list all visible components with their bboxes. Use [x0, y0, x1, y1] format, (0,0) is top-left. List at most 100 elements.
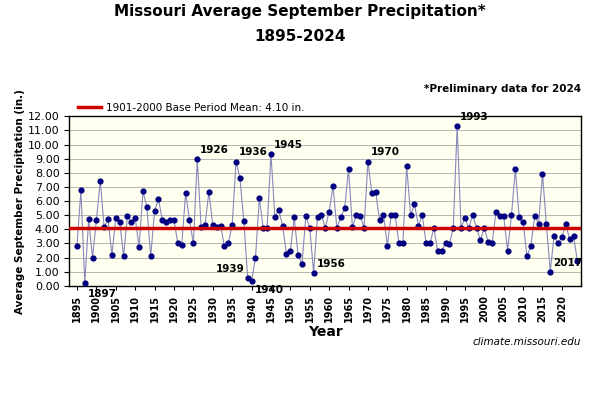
- Point: [340, 205, 349, 212]
- Point: [262, 225, 272, 231]
- Point: [406, 212, 415, 219]
- Point: [100, 224, 109, 231]
- Text: 1993: 1993: [460, 112, 488, 122]
- Point: [413, 222, 423, 229]
- Point: [254, 195, 264, 202]
- Point: [274, 207, 284, 214]
- Point: [472, 225, 481, 231]
- Point: [441, 240, 451, 247]
- Point: [227, 222, 237, 228]
- Point: [181, 189, 190, 196]
- Point: [84, 216, 94, 223]
- Point: [320, 225, 330, 231]
- Point: [394, 240, 404, 247]
- Point: [367, 189, 377, 196]
- Point: [177, 242, 187, 248]
- Point: [158, 217, 167, 223]
- Point: [518, 219, 528, 226]
- Text: 1940: 1940: [254, 285, 283, 295]
- Point: [154, 195, 163, 202]
- Point: [80, 280, 89, 286]
- Point: [530, 212, 539, 219]
- Point: [522, 253, 532, 259]
- Point: [193, 156, 202, 163]
- Point: [503, 247, 512, 254]
- Point: [487, 240, 497, 247]
- Point: [464, 225, 473, 231]
- Point: [425, 240, 435, 247]
- Point: [281, 251, 291, 257]
- Point: [379, 211, 388, 218]
- Point: [200, 222, 210, 228]
- Text: 1936: 1936: [239, 147, 268, 157]
- Point: [88, 254, 97, 261]
- Point: [448, 225, 458, 231]
- Point: [545, 269, 555, 275]
- Point: [130, 215, 140, 221]
- Point: [352, 212, 361, 219]
- Point: [359, 225, 369, 231]
- Point: [286, 247, 295, 254]
- Point: [355, 212, 365, 219]
- Point: [452, 123, 462, 129]
- Point: [313, 214, 322, 221]
- Point: [231, 158, 241, 165]
- Text: 2017: 2017: [553, 258, 582, 268]
- Point: [479, 225, 489, 231]
- Point: [332, 225, 342, 231]
- Point: [347, 224, 357, 231]
- Y-axis label: Average September Precipitation (in.): Average September Precipitation (in.): [15, 89, 25, 313]
- Point: [386, 212, 396, 219]
- Point: [429, 225, 439, 231]
- Point: [150, 208, 160, 214]
- Point: [557, 234, 566, 240]
- Point: [278, 222, 287, 229]
- Text: 1970: 1970: [371, 147, 400, 157]
- Point: [336, 214, 346, 221]
- Point: [506, 212, 516, 219]
- Point: [398, 240, 407, 247]
- Point: [103, 216, 113, 223]
- Point: [363, 158, 373, 165]
- Point: [72, 242, 82, 249]
- Point: [344, 165, 353, 172]
- Text: *Preliminary data for 2024: *Preliminary data for 2024: [424, 84, 581, 94]
- Point: [196, 223, 206, 230]
- Point: [107, 251, 117, 258]
- Text: climate.missouri.edu: climate.missouri.edu: [473, 337, 581, 347]
- Point: [484, 239, 493, 245]
- Point: [433, 248, 443, 254]
- Point: [166, 217, 175, 223]
- Point: [511, 166, 520, 173]
- Text: 1956: 1956: [316, 259, 345, 269]
- Point: [305, 225, 314, 231]
- Point: [553, 240, 563, 247]
- Point: [270, 213, 280, 220]
- Point: [390, 211, 400, 218]
- Point: [266, 151, 276, 157]
- Point: [204, 188, 214, 195]
- Point: [95, 177, 105, 184]
- Point: [239, 217, 248, 224]
- Text: 1939: 1939: [216, 264, 245, 274]
- Point: [247, 278, 256, 284]
- Point: [538, 170, 547, 177]
- Point: [569, 232, 578, 239]
- Point: [119, 253, 128, 259]
- Point: [437, 247, 446, 254]
- Point: [495, 212, 505, 219]
- Point: [526, 242, 536, 249]
- Point: [188, 240, 198, 247]
- Point: [92, 217, 101, 223]
- Legend: 1901-2000 Base Period Mean: 4.10 in.: 1901-2000 Base Period Mean: 4.10 in.: [74, 100, 307, 116]
- Point: [550, 232, 559, 239]
- Point: [491, 209, 501, 216]
- Text: Missouri Average September Precipitation*: Missouri Average September Precipitation…: [114, 4, 486, 19]
- Point: [375, 217, 385, 223]
- Point: [169, 217, 179, 223]
- Point: [220, 242, 229, 249]
- Text: 1897: 1897: [88, 288, 116, 298]
- Point: [514, 214, 524, 221]
- Point: [561, 221, 571, 228]
- Text: 1895-2024: 1895-2024: [254, 29, 346, 44]
